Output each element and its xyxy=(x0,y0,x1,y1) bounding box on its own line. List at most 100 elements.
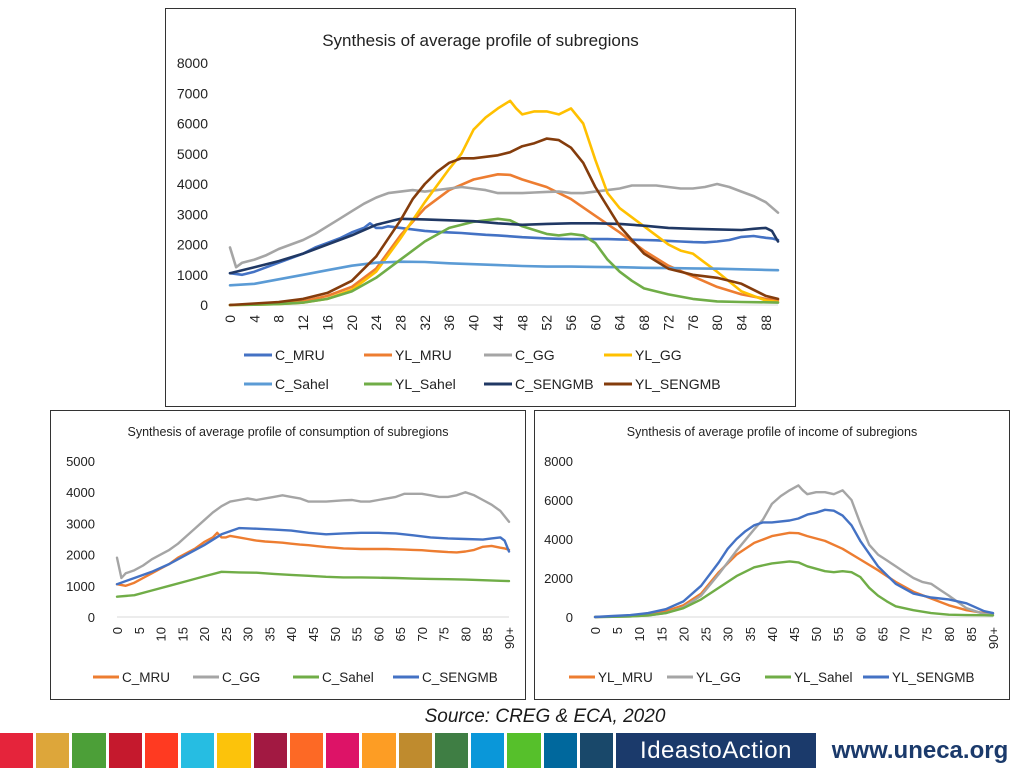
legend-label: YL_SENGMB xyxy=(635,376,721,392)
x-tick-label: 0 xyxy=(222,315,238,323)
legend-label: C_Sahel xyxy=(275,376,329,392)
y-tick-label: 2000 xyxy=(177,237,208,253)
x-tick-label: 35 xyxy=(262,627,277,641)
x-tick-label: 72 xyxy=(660,315,676,331)
y-tick-label: 4000 xyxy=(177,176,208,192)
x-tick-label: 56 xyxy=(563,315,579,331)
x-tick-label: 70 xyxy=(898,627,913,641)
x-tick-label: 75 xyxy=(920,627,935,641)
sdg-stripe xyxy=(181,733,215,768)
series-line-c-gg xyxy=(115,490,511,580)
x-tick-label: 70 xyxy=(415,627,430,641)
x-tick-label: 55 xyxy=(831,627,846,641)
chart-title: Synthesis of average profile of subregio… xyxy=(322,31,639,50)
legend-label: YL_Sahel xyxy=(395,376,456,392)
series-line-yl-sahel xyxy=(593,560,995,619)
legend-label: C_GG xyxy=(515,347,555,363)
x-tick-label: 64 xyxy=(612,315,628,331)
x-tick-label: 68 xyxy=(636,315,652,331)
y-tick-label: 5000 xyxy=(66,454,95,469)
x-tick-label: 8 xyxy=(271,315,287,323)
series-line-c-mru xyxy=(228,222,780,277)
series-line-c-sengmb xyxy=(115,526,511,586)
x-tick-label: 25 xyxy=(699,627,714,641)
x-tick-label: 30 xyxy=(241,627,256,641)
x-tick-label: 4 xyxy=(246,315,262,323)
y-tick-label: 1000 xyxy=(66,579,95,594)
x-tick-label: 15 xyxy=(175,627,190,641)
sdg-stripe xyxy=(0,733,34,768)
x-tick-label: 60 xyxy=(371,627,386,641)
series-line-c-sahel xyxy=(115,570,511,598)
sdg-stripe xyxy=(108,733,142,768)
legend-label: C_Sahel xyxy=(322,670,374,685)
series-line-yl-mru xyxy=(593,531,995,619)
x-tick-label: 36 xyxy=(441,315,457,331)
x-tick-label: 44 xyxy=(490,315,506,331)
x-tick-label: 20 xyxy=(197,627,212,641)
legend-label: C_SENGMB xyxy=(515,376,594,392)
legend-label: YL_Sahel xyxy=(794,670,853,685)
x-tick-label: 0 xyxy=(588,627,603,634)
x-tick-label: 28 xyxy=(392,315,408,331)
x-tick-label: 5 xyxy=(132,627,147,634)
series-line-yl-mru xyxy=(228,173,780,307)
x-tick-label: 50 xyxy=(809,627,824,641)
series-line-yl-gg xyxy=(228,99,780,307)
x-tick-label: 45 xyxy=(306,627,321,641)
y-tick-label: 2000 xyxy=(66,548,95,563)
y-tick-label: 5000 xyxy=(177,146,208,162)
sdg-stripe xyxy=(253,733,287,768)
x-tick-label: 10 xyxy=(632,627,647,641)
legend-label: C_MRU xyxy=(275,347,325,363)
y-tick-label: 8000 xyxy=(544,454,573,469)
x-tick-label: 0 xyxy=(110,627,125,634)
x-tick-label: 65 xyxy=(875,627,890,641)
x-tick-label: 20 xyxy=(676,627,691,641)
footer-banner: IdeastoAction www.uneca.org xyxy=(0,733,1024,768)
chart-title: Synthesis of average profile of income o… xyxy=(626,425,918,439)
x-tick-label: 85 xyxy=(480,627,495,641)
y-tick-label: 6000 xyxy=(544,493,573,508)
x-tick-label: 76 xyxy=(685,315,701,331)
x-tick-label: 10 xyxy=(154,627,169,641)
source-caption: Source: CREG & ECA, 2020 xyxy=(424,706,666,727)
x-tick-label: 30 xyxy=(721,627,736,641)
sdg-stripe xyxy=(362,733,396,768)
x-tick-label: 48 xyxy=(514,315,530,331)
x-tick-label: 12 xyxy=(295,315,311,331)
legend-label: YL_SENGMB xyxy=(892,670,975,685)
x-tick-label: 65 xyxy=(393,627,408,641)
x-tick-label: 80 xyxy=(458,627,473,641)
y-tick-label: 7000 xyxy=(177,85,208,101)
sdg-stripe xyxy=(289,733,324,768)
x-tick-label: 84 xyxy=(733,315,749,331)
x-tick-label: 40 xyxy=(284,627,299,641)
series-line-yl-sengmb xyxy=(228,137,780,307)
chart-panel-subregions: Synthesis of average profile of subregio… xyxy=(165,8,796,407)
x-tick-label: 60 xyxy=(853,627,868,641)
y-tick-label: 0 xyxy=(200,297,208,313)
x-tick-label: 80 xyxy=(709,315,725,331)
x-tick-label: 32 xyxy=(417,315,433,331)
series-line-yl-sengmb xyxy=(593,508,995,619)
x-tick-label: 52 xyxy=(539,315,555,331)
sdg-stripe xyxy=(217,733,251,768)
y-tick-label: 2000 xyxy=(544,571,573,586)
x-tick-label: 35 xyxy=(743,627,758,641)
x-tick-label: 45 xyxy=(787,627,802,641)
website-url[interactable]: www.uneca.org xyxy=(816,733,1024,768)
chart-title: Synthesis of average profile of consumpt… xyxy=(127,425,449,439)
x-tick-label: 40 xyxy=(765,627,780,641)
series-line-c-sahel xyxy=(228,260,780,287)
ideas-to-action-logo: IdeastoAction xyxy=(616,733,816,768)
x-tick-label: 24 xyxy=(368,315,384,331)
y-tick-label: 0 xyxy=(88,610,95,625)
sdg-stripe xyxy=(36,733,70,768)
legend-label: YL_MRU xyxy=(598,670,653,685)
y-tick-label: 6000 xyxy=(177,116,208,132)
legend-label: C_MRU xyxy=(122,670,170,685)
x-tick-label: 40 xyxy=(466,315,482,331)
series-line-c-gg xyxy=(228,182,780,269)
